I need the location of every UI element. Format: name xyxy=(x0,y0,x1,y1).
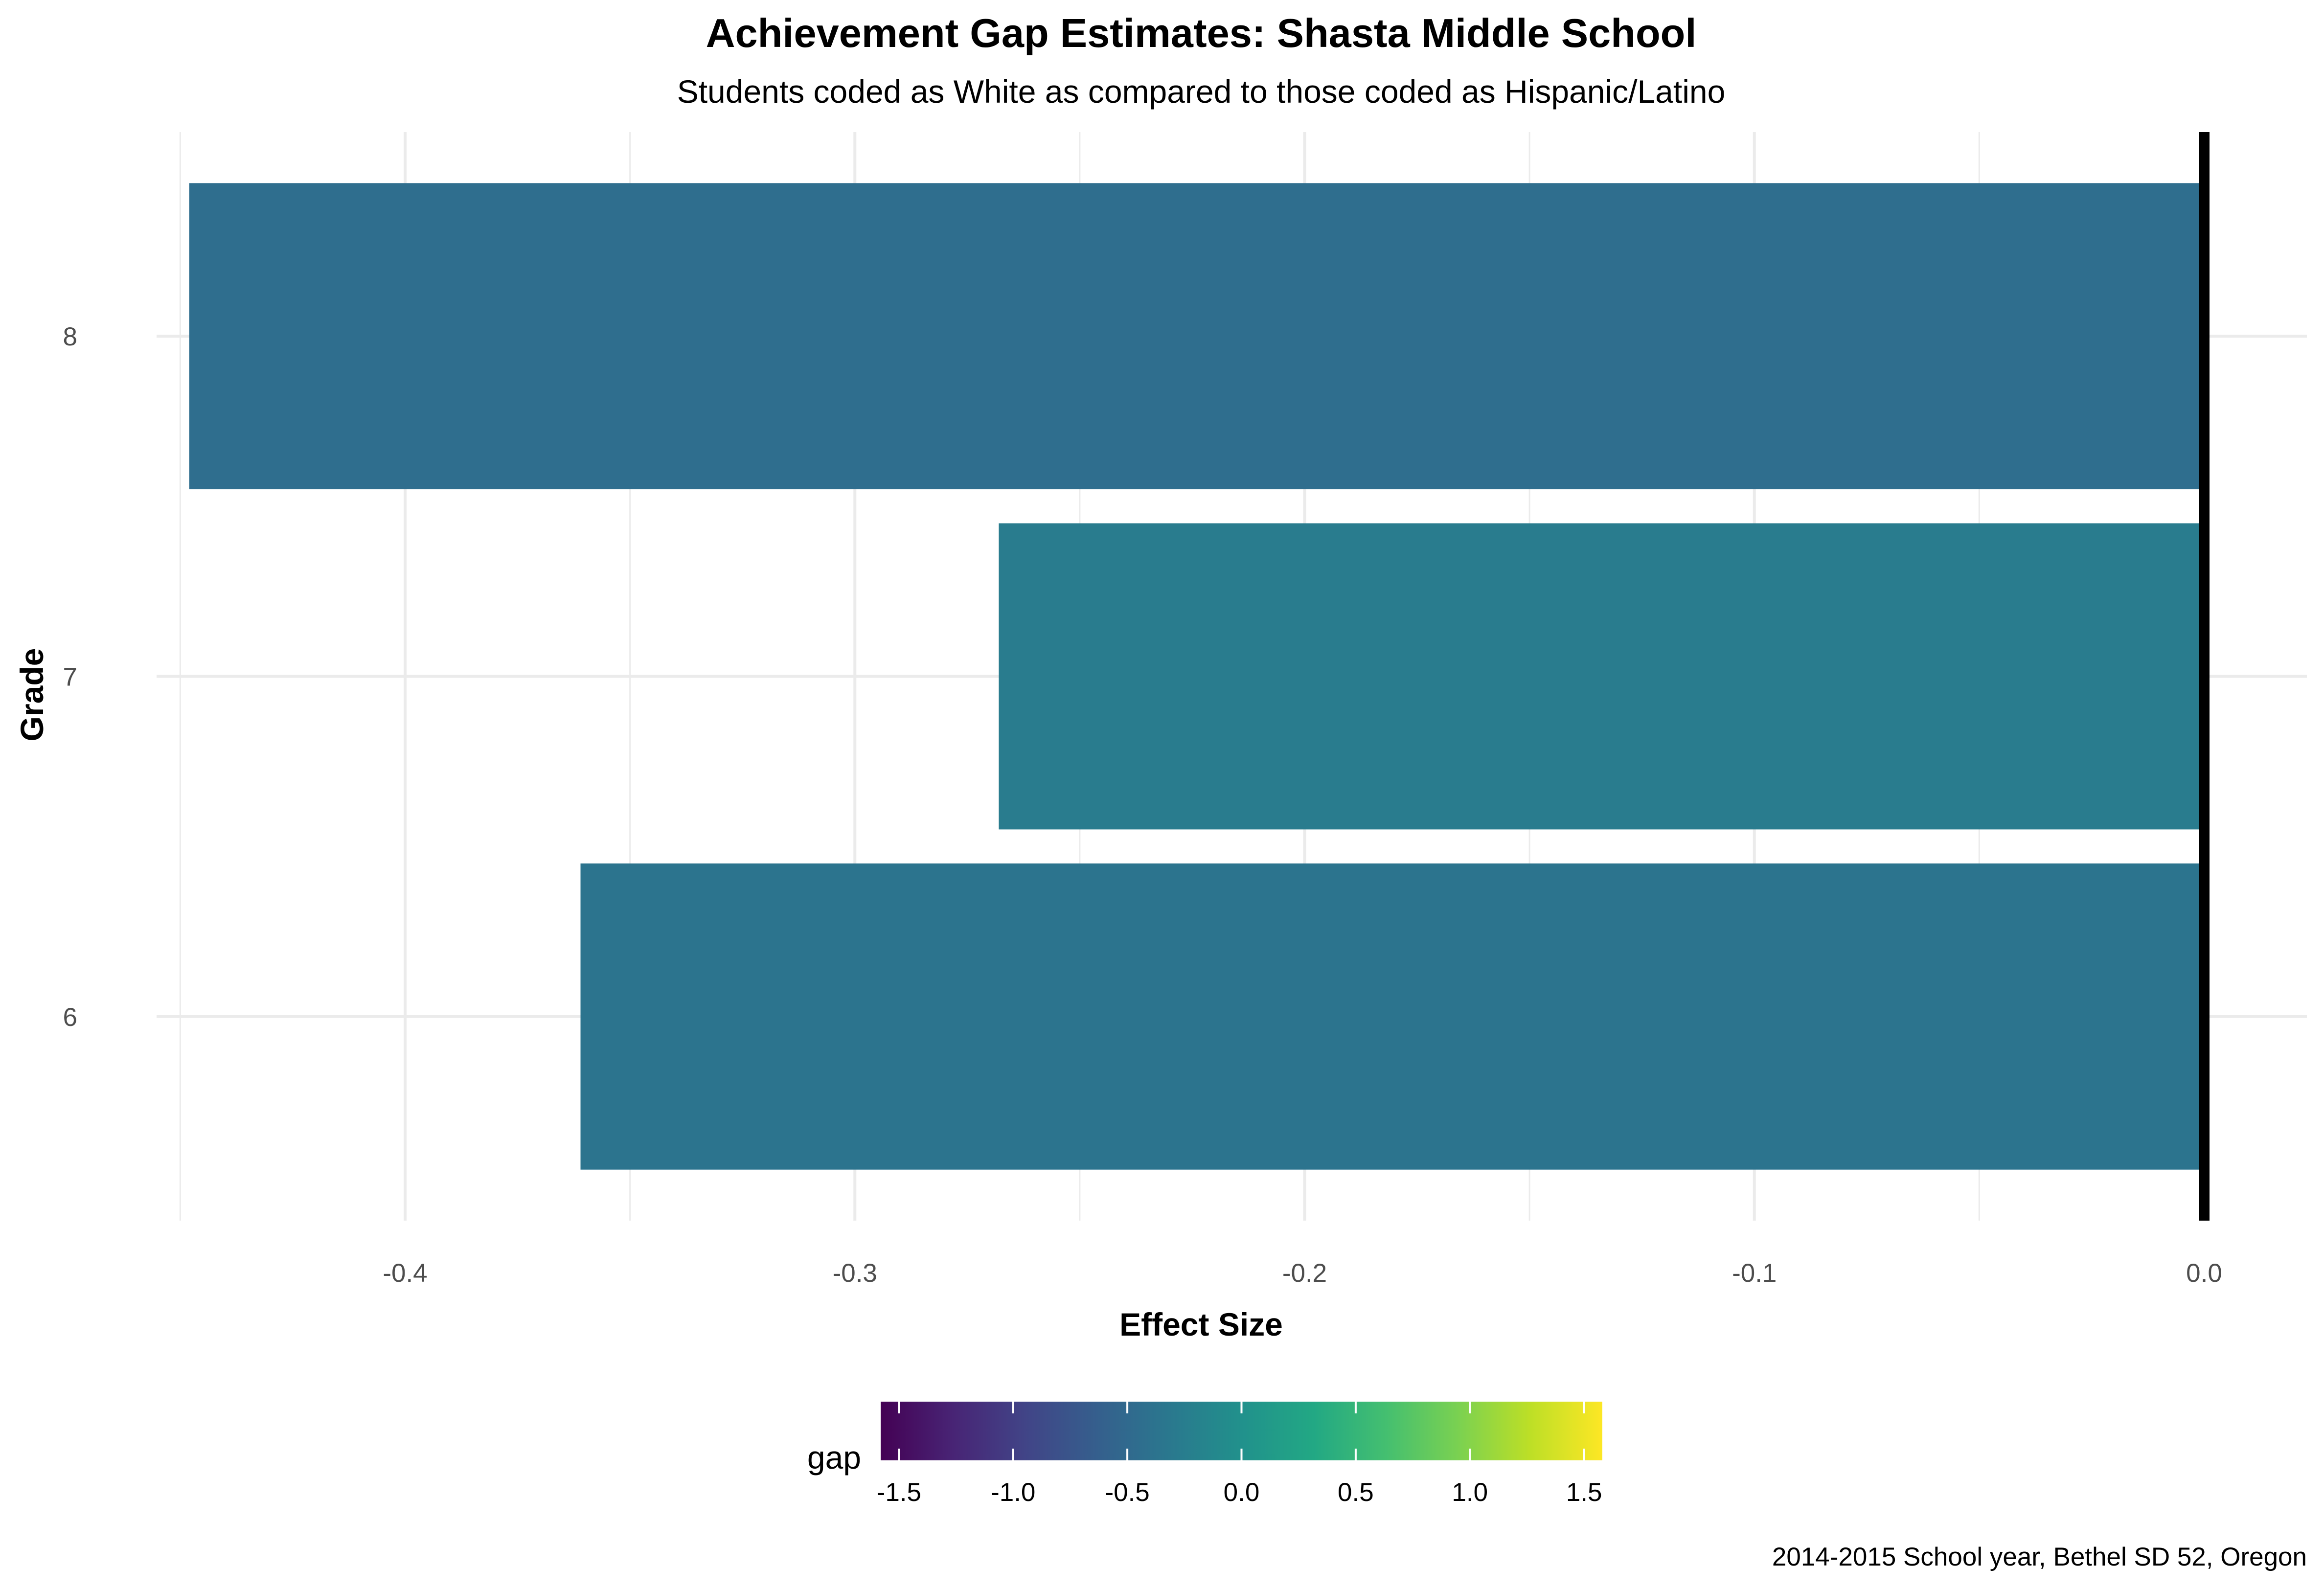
legend-tick-label: 0.0 xyxy=(1224,1478,1260,1507)
x-axis-title: Effect Size xyxy=(1119,1306,1283,1342)
x-tick-label: -0.2 xyxy=(1282,1259,1327,1288)
chart-title: Achievement Gap Estimates: Shasta Middle… xyxy=(706,10,1697,56)
bar-grade-8 xyxy=(189,183,2205,490)
y-tick-label: 7 xyxy=(63,663,77,692)
chart-subtitle: Students coded as White as compared to t… xyxy=(677,73,1726,110)
x-tick-label: 0.0 xyxy=(2186,1259,2222,1288)
x-tick-labels: -0.4 -0.3 -0.2 -0.1 0.0 xyxy=(383,1259,2222,1288)
legend-tick-label: 0.5 xyxy=(1338,1478,1374,1507)
y-tick-label: 6 xyxy=(63,1003,77,1032)
y-tick-labels: 6 7 8 xyxy=(63,322,77,1032)
x-tick-label: -0.1 xyxy=(1732,1259,1777,1288)
x-tick-label: -0.3 xyxy=(833,1259,877,1288)
legend-tick-label: -1.5 xyxy=(877,1478,921,1507)
chart-caption: 2014-2015 School year, Bethel SD 52, Ore… xyxy=(1772,1543,2307,1571)
color-legend: gap -1.5 -1.0 -0.5 0.0 0.5 1.0 1.5 xyxy=(807,1402,1602,1507)
legend-tick-label: 1.0 xyxy=(1452,1478,1488,1507)
legend-title: gap xyxy=(807,1439,861,1476)
y-axis-title: Grade xyxy=(14,648,50,742)
bar-grade-7 xyxy=(999,523,2204,830)
bars-layer xyxy=(189,183,2205,1170)
y-tick-label: 8 xyxy=(63,322,77,351)
legend-ticks: -1.5 -1.0 -0.5 0.0 0.5 1.0 1.5 xyxy=(877,1402,1602,1507)
legend-tick-label: 1.5 xyxy=(1566,1478,1602,1507)
x-tick-label: -0.4 xyxy=(383,1259,427,1288)
legend-tick-label: -0.5 xyxy=(1105,1478,1149,1507)
bar-grade-6 xyxy=(580,863,2205,1170)
legend-tick-label: -1.0 xyxy=(991,1478,1035,1507)
